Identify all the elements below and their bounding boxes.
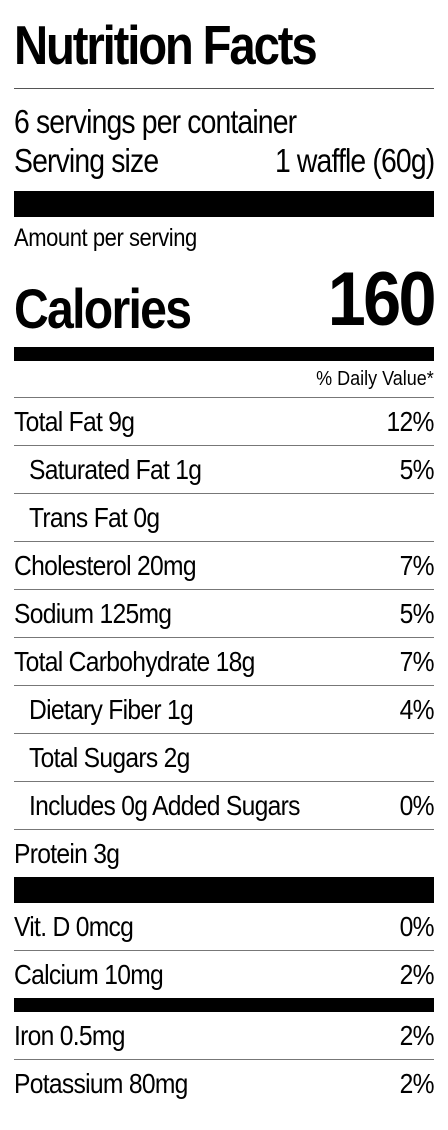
calories-row: Calories 160	[14, 253, 437, 347]
vitamin-dv: 0%	[399, 910, 435, 942]
nutrient-name: Cholesterol 20mg	[14, 549, 197, 581]
divider-thick	[14, 191, 434, 217]
daily-value-header: % Daily Value*	[14, 361, 434, 397]
divider-thick-vitamins	[14, 877, 434, 903]
nutrient-name: Total Carbohydrate 18g	[14, 645, 255, 677]
vitamin-row-calcium: Calcium 10mg 2%	[14, 950, 435, 998]
nutrient-dv: 0%	[399, 789, 435, 821]
nutrient-row-sodium: Sodium 125mg 5%	[14, 589, 435, 637]
nutrient-dv: 4%	[399, 693, 435, 725]
serving-size-value: 1 waffle (60g)	[274, 142, 435, 179]
vitamin-row-vit-d: Vit. D 0mcg 0%	[14, 903, 435, 950]
serving-size-label: Serving size	[14, 142, 159, 179]
nutrient-row-total-sugars: Total Sugars 2g	[14, 733, 434, 781]
nutrient-name: Saturated Fat 1g	[29, 453, 202, 485]
vitamin-dv: 2%	[399, 1019, 435, 1051]
calories-value: 160	[327, 257, 437, 342]
daily-value-header-text: % Daily Value*	[316, 368, 434, 390]
nutrient-name: Total Fat 9g	[14, 405, 135, 437]
nutrient-dv: 7%	[399, 549, 435, 581]
label-title: Nutrition Facts	[14, 14, 318, 76]
divider-medium-minerals	[14, 998, 434, 1012]
nutrient-name: Trans Fat 0g	[29, 501, 160, 533]
servings-per-container: 6 servings per container	[14, 103, 297, 140]
divider-medium	[14, 347, 434, 361]
nutrient-name: Sodium 125mg	[14, 597, 172, 629]
nutrient-dv: 12%	[386, 405, 435, 437]
nutrient-row-trans-fat: Trans Fat 0g	[14, 493, 434, 541]
vitamin-name: Vit. D 0mcg	[14, 910, 134, 942]
nutrient-dv: 5%	[399, 453, 435, 485]
nutrient-name: Dietary Fiber 1g	[29, 693, 194, 725]
vitamin-name: Calcium 10mg	[14, 958, 164, 990]
nutrient-name: Total Sugars 2g	[29, 741, 190, 773]
vitamin-row-iron: Iron 0.5mg 2%	[14, 1012, 435, 1059]
nutrient-row-protein: Protein 3g	[14, 829, 434, 877]
serving-size-row: Serving size 1 waffle (60g)	[14, 141, 435, 191]
vitamin-name: Iron 0.5mg	[14, 1019, 125, 1051]
calories-label: Calories	[14, 277, 192, 340]
nutrient-name: Includes 0g Added Sugars	[29, 789, 300, 821]
nutrient-row-dietary-fiber: Dietary Fiber 1g 4%	[14, 685, 435, 733]
nutrient-dv: 5%	[399, 597, 435, 629]
vitamin-dv: 2%	[399, 1067, 435, 1099]
nutrient-row-total-carbohydrate: Total Carbohydrate 18g 7%	[14, 637, 435, 685]
divider-thin	[14, 88, 434, 89]
nutrient-row-saturated-fat: Saturated Fat 1g 5%	[14, 445, 435, 493]
nutrient-dv: 7%	[399, 645, 435, 677]
nutrient-row-total-fat: Total Fat 9g 12%	[14, 397, 435, 445]
vitamin-dv: 2%	[399, 958, 435, 990]
vitamin-row-potassium: Potassium 80mg 2%	[14, 1059, 435, 1107]
nutrient-row-cholesterol: Cholesterol 20mg 7%	[14, 541, 435, 589]
nutrient-row-added-sugars: Includes 0g Added Sugars 0%	[14, 781, 435, 829]
vitamin-name: Potassium 80mg	[14, 1067, 188, 1099]
nutrition-facts-label: Nutrition Facts 6 servings per container…	[14, 0, 437, 1107]
amount-per-serving: Amount per serving	[14, 224, 197, 252]
nutrient-name: Protein 3g	[14, 837, 120, 869]
